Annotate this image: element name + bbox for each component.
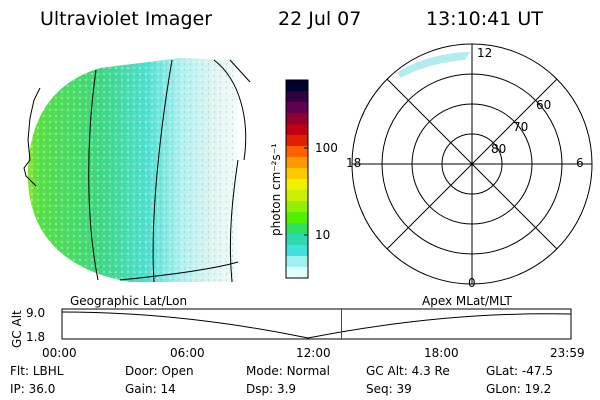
coastline-outline xyxy=(23,87,41,187)
meridian-line xyxy=(229,159,239,283)
colorbar-swatch xyxy=(286,102,308,114)
lat-label-80: 80 xyxy=(491,142,507,156)
colorbar-swatch xyxy=(286,135,308,147)
status-ip: IP: 36.0 xyxy=(10,382,56,396)
timeline-xtick-4: 23:59 xyxy=(550,346,585,360)
colorbar-swatch xyxy=(286,168,308,180)
altitude-curve xyxy=(61,311,572,339)
colorbar-swatch xyxy=(286,190,308,202)
timeline-xtick-2: 12:00 xyxy=(296,346,331,360)
timeline-right-caption: Apex MLat/MLT xyxy=(422,294,512,308)
meridian-line xyxy=(152,59,173,283)
date-label: 22 Jul 07 xyxy=(278,8,362,30)
timeline-xtick-3: 18:00 xyxy=(424,346,459,360)
colorbar-swatch xyxy=(286,157,308,169)
status-seq: Seq: 39 xyxy=(366,382,412,396)
colorbar-swatch xyxy=(286,80,308,92)
mlt-label-6: 6 xyxy=(576,156,584,170)
lat-label-70: 70 xyxy=(513,120,529,134)
latitude-line xyxy=(119,261,239,281)
colorbar-swatch xyxy=(286,201,308,213)
instrument-title: Ultraviolet Imager xyxy=(40,8,213,30)
status-dsp: Dsp: 3.9 xyxy=(246,382,297,396)
colorbar-tick-100: 100 xyxy=(315,141,338,155)
timeline-xtick-1: 06:00 xyxy=(170,346,205,360)
status-mode: Mode: Normal xyxy=(246,364,330,378)
colorbar-swatch xyxy=(286,234,308,246)
status-glat: GLat: -47.5 xyxy=(486,364,553,378)
polar-emission-patch xyxy=(398,52,470,78)
colorbar-swatch xyxy=(286,146,308,158)
timeline-ytick-top: 9.0 xyxy=(26,306,46,320)
mlt-label-18: 18 xyxy=(346,156,362,170)
uv-emission-image xyxy=(27,58,238,282)
status-gc-alt: GC Alt: 4.3 Re xyxy=(366,364,450,378)
colorbar-swatch xyxy=(286,212,308,224)
status-glon: GLon: 19.2 xyxy=(486,382,552,396)
meridian-line xyxy=(229,59,251,83)
colorbar-swatch xyxy=(286,245,308,257)
mlt-label-12: 12 xyxy=(477,46,493,60)
timeline-left-caption: Geographic Lat/Lon xyxy=(70,294,188,308)
meridian-line xyxy=(213,59,247,161)
colorbar-swatch xyxy=(286,267,308,279)
status-door: Door: Open xyxy=(125,364,194,378)
colorbar-swatch xyxy=(286,91,308,103)
lat-label-60: 60 xyxy=(536,98,552,112)
colorbar-swatch xyxy=(286,256,308,268)
status-gain: Gain: 14 xyxy=(125,382,176,396)
timeline-ytick-bottom: 1.8 xyxy=(26,330,46,344)
colorbar-swatch xyxy=(286,113,308,125)
timeline-xtick-0: 00:00 xyxy=(42,346,77,360)
colorbar-tick-10: 10 xyxy=(315,228,331,242)
status-filter: Flt: LBHL xyxy=(10,364,64,378)
colorbar-swatch xyxy=(286,179,308,191)
colorbar-swatch xyxy=(286,223,308,235)
colorbar-swatch xyxy=(286,124,308,136)
mlt-label-0: 0 xyxy=(468,276,476,290)
meridian-line xyxy=(88,69,99,281)
time-label: 13:10:41 UT xyxy=(426,8,543,30)
